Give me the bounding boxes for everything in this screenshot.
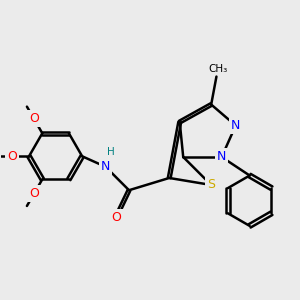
Text: CH₃: CH₃	[208, 64, 228, 74]
Text: O: O	[29, 112, 39, 125]
Text: S: S	[207, 178, 215, 191]
Text: N: N	[217, 151, 226, 164]
Text: O: O	[7, 150, 17, 163]
Text: H: H	[107, 147, 115, 157]
Text: O: O	[29, 187, 39, 200]
Text: N: N	[101, 160, 110, 173]
Text: O: O	[111, 211, 121, 224]
Text: N: N	[231, 119, 240, 132]
